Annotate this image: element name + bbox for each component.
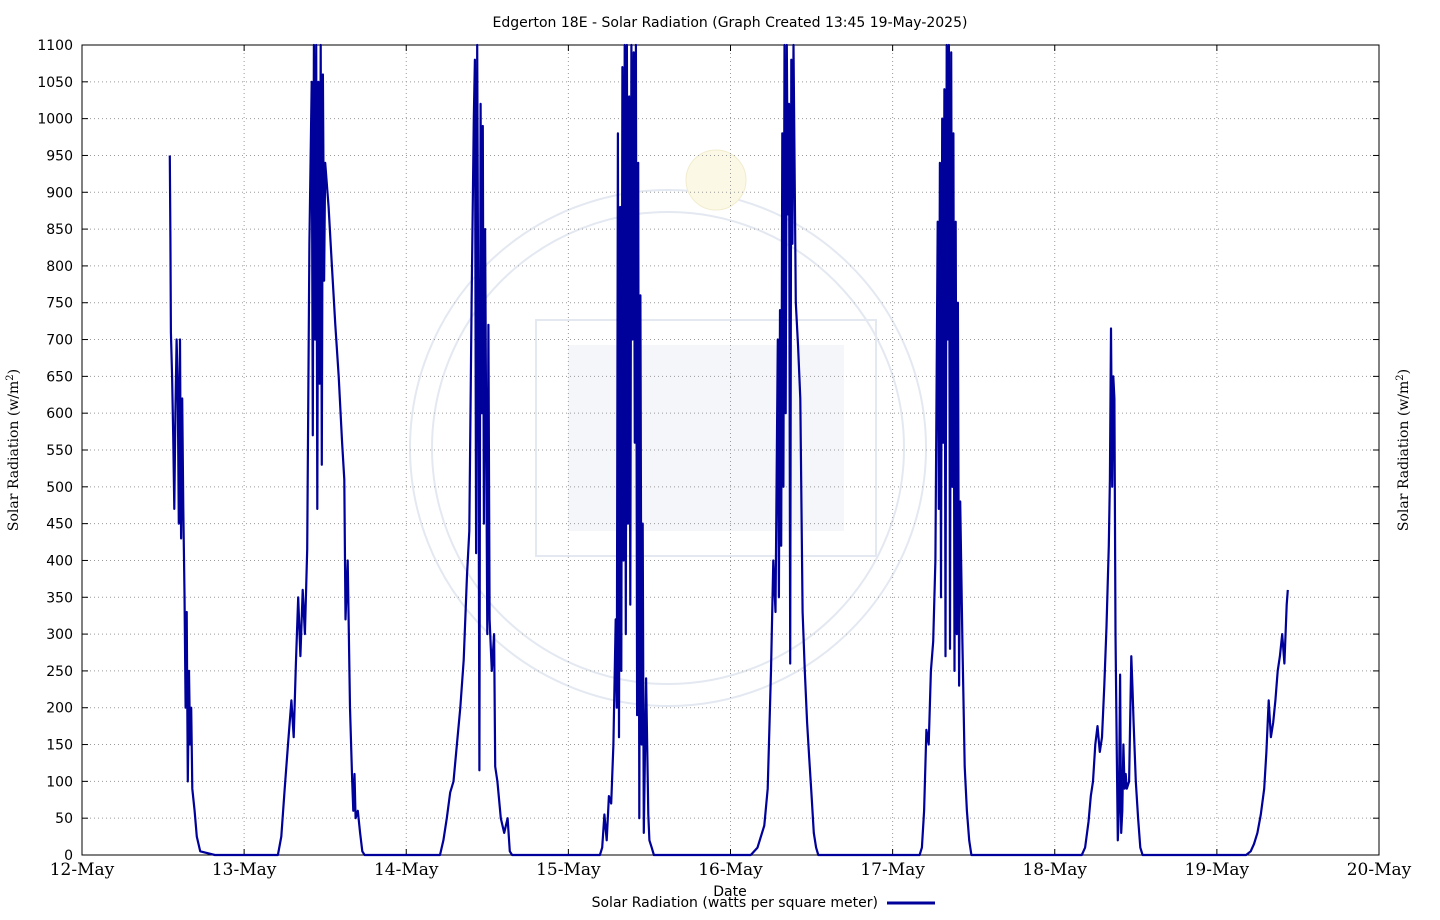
y-tick-label: 300	[46, 627, 73, 643]
y-tick-label: 700	[46, 333, 73, 349]
y-tick-label: 200	[46, 701, 73, 717]
x-tick-label: 15-May	[536, 860, 601, 880]
axis-ticks: 0 50 100 150 200 250 300 350 400 450 500 550 600 650 7…	[37, 38, 1411, 880]
y-tick-label: 800	[46, 259, 73, 275]
y-tick-label: 600	[46, 406, 73, 422]
y-axis-label-right: Solar Radiation (w/m2)	[1395, 369, 1413, 531]
y-tick-label: 0	[64, 848, 73, 864]
y-tick-label: 50	[55, 811, 73, 827]
x-tick-label: 14-May	[374, 860, 439, 880]
y-tick-label: 900	[46, 185, 73, 201]
series-line-solar-radiation	[168, 43, 1289, 857]
x-tick-label: 16-May	[698, 860, 763, 880]
y-tick-label: 850	[46, 222, 73, 238]
y-tick-label: 750	[46, 296, 73, 312]
x-tick-label: 13-May	[212, 860, 277, 880]
x-tick-label: 17-May	[860, 860, 925, 880]
y-axis-label-left-end: )	[6, 369, 22, 374]
y-tick-label: 1050	[37, 75, 73, 91]
y-tick-label: 950	[46, 148, 73, 164]
y-axis-label-right-sup: 2	[1395, 374, 1406, 380]
x-tick-label: 20-May	[1347, 860, 1412, 880]
grid	[82, 45, 1379, 855]
y-tick-label: 650	[46, 369, 73, 385]
y-axis-label-left: Solar Radiation (w/m2)	[5, 369, 23, 531]
y-tick-label: 1000	[37, 112, 73, 128]
y-tick-label: 1100	[37, 38, 73, 54]
legend-label: Solar Radiation (watts per square meter)	[592, 895, 878, 911]
y-axis-label-right-end: )	[1396, 369, 1412, 374]
x-tick-label: 19-May	[1185, 860, 1250, 880]
chart-title: Edgerton 18E - Solar Radiation (Graph Cr…	[493, 15, 968, 31]
y-tick-label: 400	[46, 553, 73, 569]
legend: Solar Radiation (watts per square meter)	[592, 895, 935, 911]
y-tick-label: 550	[46, 443, 73, 459]
y-axis-label-right-text: Solar Radiation (w/m	[1396, 381, 1412, 531]
y-tick-label: 150	[46, 738, 73, 754]
y-tick-label: 100	[46, 774, 73, 790]
x-axis-label: Date	[713, 884, 746, 900]
x-tick-label: 12-May	[50, 860, 115, 880]
y-tick-label: 250	[46, 664, 73, 680]
y-tick-label: 450	[46, 517, 73, 533]
y-tick-label: 500	[46, 480, 73, 496]
series-layer	[168, 43, 1289, 857]
x-tick-label: 18-May	[1022, 860, 1087, 880]
y-tick-label: 350	[46, 590, 73, 606]
y-axis-label-left-sup: 2	[5, 374, 16, 380]
y-axis-label-left-text: Solar Radiation (w/m	[6, 381, 22, 531]
